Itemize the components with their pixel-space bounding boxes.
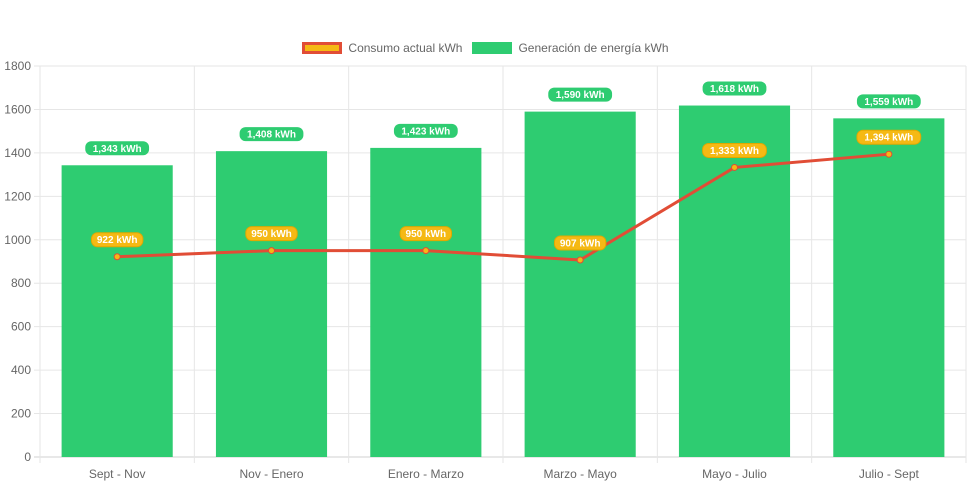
line-data-label: 1,333 kWh [710, 146, 759, 157]
bar-data-label: 1,618 kWh [710, 84, 759, 95]
bar[interactable] [833, 118, 945, 457]
bar-data-label-bg [85, 141, 150, 156]
y-tick-label: 1000 [4, 233, 31, 247]
y-tick-label: 400 [11, 363, 31, 377]
line-point[interactable] [268, 247, 275, 255]
line-point[interactable] [113, 253, 121, 261]
y-tick-label: 1600 [4, 102, 31, 116]
line-data-label-bg [245, 226, 298, 242]
line-point[interactable] [885, 150, 893, 158]
series-line [117, 152, 889, 262]
line-data-label-bg [90, 232, 144, 248]
line-point[interactable] [731, 163, 738, 171]
line-data-label: 907 kWh [560, 238, 601, 249]
legend-swatch-generacion [472, 42, 513, 54]
line-data-label: 950 kWh [251, 229, 292, 240]
bar-data-label: 1,559 kWh [864, 97, 913, 108]
y-tick-label: 1800 [4, 59, 31, 73]
legend-item-consumo[interactable]: Consumo actual kWh [302, 41, 462, 55]
x-tick-label: Nov - Enero [239, 467, 303, 481]
bar-data-label: 1,343 kWh [93, 144, 142, 155]
y-tick-label: 800 [11, 276, 31, 290]
bar-data-label-bg [548, 87, 613, 102]
x-tick-label: Mayo - Julio [702, 467, 767, 481]
bar-data-label-bg [702, 81, 767, 96]
y-tick-label: 1400 [4, 146, 31, 160]
legend-label-generacion: Generación de energía kWh [518, 41, 669, 55]
line-data-label-bg [553, 235, 607, 251]
y-tick-label: 200 [11, 407, 31, 421]
bar-data-label-bg [856, 94, 921, 109]
legend-label-consumo: Consumo actual kWh [348, 41, 463, 55]
legend-swatch-consumo [302, 42, 343, 54]
legend-item-generacion[interactable]: Generación de energía kWh [472, 41, 669, 55]
y-tick-label: 1200 [4, 189, 31, 203]
bar[interactable] [524, 111, 636, 457]
x-tick-label: Marzo - Mayo [543, 467, 617, 481]
line-data-label-bg [856, 129, 922, 145]
bar[interactable] [678, 105, 791, 457]
line-data-label-bg [399, 226, 453, 242]
line-data-label: 950 kWh [406, 229, 447, 240]
y-tick-label: 600 [11, 320, 31, 334]
y-tick-label: 0 [24, 450, 31, 464]
bar[interactable] [370, 147, 482, 458]
line-data-label: 922 kWh [97, 235, 138, 246]
line-data-label: 1,394 kWh [864, 133, 913, 144]
bar[interactable] [215, 151, 328, 457]
line-point[interactable] [576, 256, 584, 264]
x-tick-label: Julio - Sept [859, 467, 920, 481]
bar-data-label: 1,408 kWh [247, 130, 296, 141]
line-data-label-bg [702, 142, 767, 158]
bar-data-label: 1,590 kWh [556, 90, 605, 101]
line-point[interactable] [422, 247, 430, 255]
x-tick-label: Enero - Marzo [388, 467, 464, 481]
bar-data-label-bg [239, 127, 304, 142]
x-tick-label: Sept - Nov [89, 467, 146, 481]
bar-data-label-bg [393, 123, 458, 138]
legend: Consumo actual kWh Generación de energía… [0, 41, 971, 55]
bar[interactable] [61, 165, 173, 457]
bar-data-label: 1,423 kWh [401, 126, 450, 137]
